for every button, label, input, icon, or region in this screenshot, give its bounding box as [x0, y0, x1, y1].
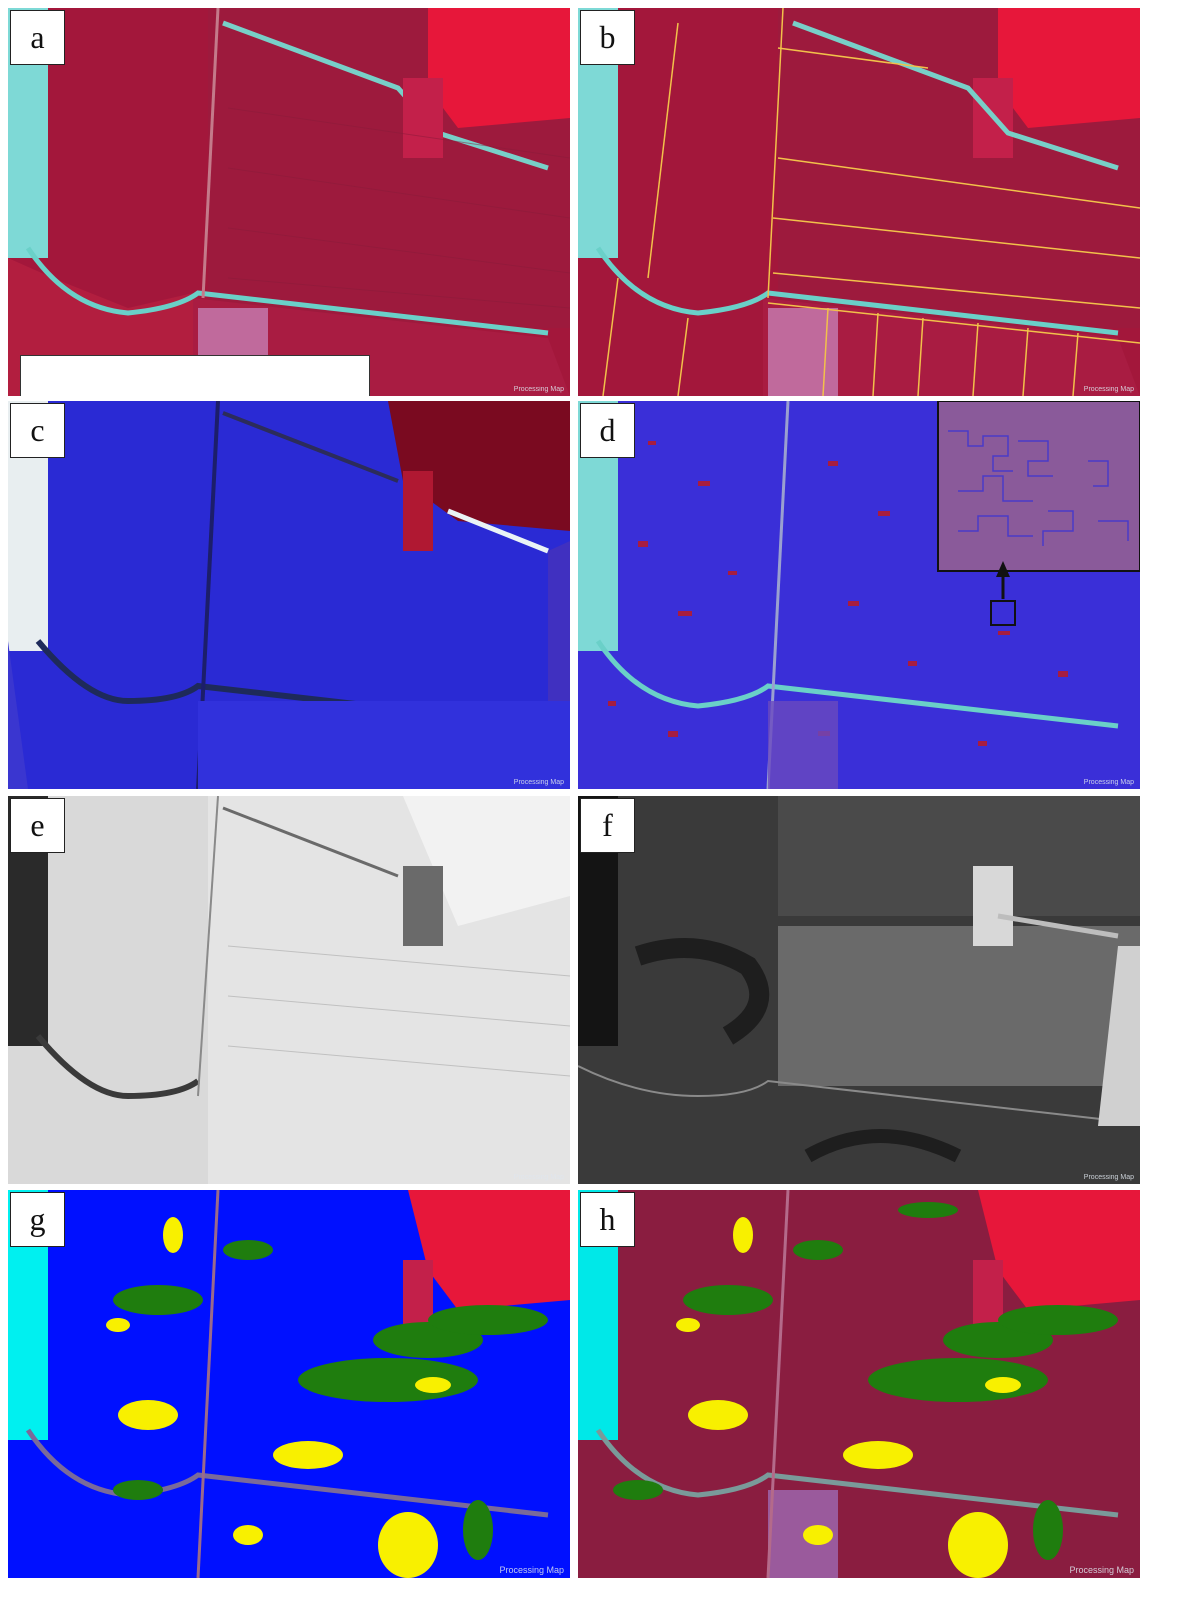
- watermark: Processing Map: [513, 779, 564, 786]
- panel-b: b Processing Map: [578, 8, 1140, 396]
- panel-label: b: [580, 10, 635, 65]
- panel-label: f: [580, 798, 635, 853]
- arrow-up-icon: [996, 561, 1010, 577]
- false-color-image: [8, 8, 570, 396]
- panel-label: a: [10, 10, 65, 65]
- texture-feature-image: [578, 796, 1140, 1184]
- watermark: Processing Map: [1083, 386, 1134, 393]
- panel-c: c Processing Map: [8, 401, 570, 789]
- watermark: Processing Map: [1083, 779, 1134, 786]
- panel-a: a Processing Map: [8, 8, 570, 396]
- panel-label: c: [10, 403, 65, 458]
- panel-g: g Processing Map: [8, 1190, 570, 1578]
- superpixel-segmentation-image: [578, 401, 1140, 789]
- panel-d: d Processing Map: [578, 401, 1140, 789]
- blue-composite-image: [8, 401, 570, 789]
- watermark: Processing Map: [513, 386, 564, 393]
- panel-label: d: [580, 403, 635, 458]
- classification-overlay-image: [578, 1190, 1140, 1578]
- watermark: Processing Map: [513, 1174, 564, 1181]
- panel-label: h: [580, 1192, 635, 1247]
- panel-label: e: [10, 798, 65, 853]
- blank-label-box: [20, 355, 370, 396]
- watermark: Processing Map: [1069, 1565, 1134, 1575]
- zoom-target-box: [990, 600, 1016, 626]
- grayscale-index-image: [8, 796, 570, 1184]
- watermark: Processing Map: [1083, 1174, 1134, 1181]
- zoom-inset: [937, 401, 1140, 572]
- panel-e: e Processing Map: [8, 796, 570, 1184]
- segment-outlines: [602, 8, 1140, 396]
- panel-label: g: [10, 1192, 65, 1247]
- watermark: Processing Map: [499, 1565, 564, 1575]
- panel-h: h Processing Map: [578, 1190, 1140, 1578]
- classification-map-blue: [8, 1190, 570, 1578]
- panel-f: f Processing Map: [578, 796, 1140, 1184]
- segmented-outline-image: [578, 8, 1140, 396]
